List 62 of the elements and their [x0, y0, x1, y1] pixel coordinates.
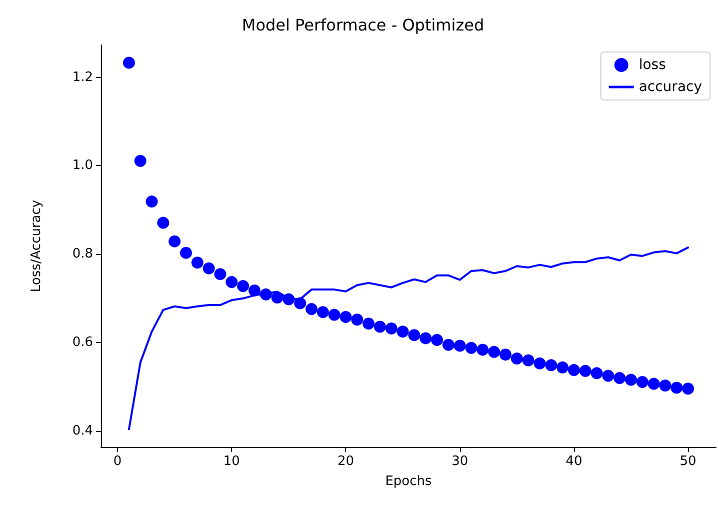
- x-axis-title: Epochs: [385, 474, 432, 489]
- point: [545, 359, 558, 372]
- point: [659, 380, 672, 392]
- point: [454, 340, 466, 352]
- point: [602, 370, 614, 382]
- y-tick-label: 0.8: [72, 246, 93, 262]
- x-tick-label: 10: [223, 454, 240, 469]
- point: [362, 318, 375, 330]
- point: [431, 334, 444, 346]
- point: [476, 344, 489, 356]
- point: [636, 376, 648, 388]
- point: [682, 382, 694, 395]
- point: [134, 154, 146, 167]
- x-tick-label: 50: [680, 454, 696, 469]
- point: [351, 314, 364, 326]
- point: [180, 246, 192, 259]
- point: [374, 320, 386, 333]
- point: [488, 346, 500, 358]
- y-tick-label: 1.0: [72, 158, 93, 174]
- legend-label: loss: [638, 57, 666, 73]
- point: [157, 216, 170, 229]
- point: [556, 361, 569, 374]
- point: [340, 310, 352, 323]
- y-tick-label: 0.4: [72, 424, 93, 439]
- chart-title: Model Performace - Optimized: [242, 16, 484, 34]
- point: [146, 196, 158, 208]
- point: [670, 382, 683, 394]
- point: [385, 322, 398, 334]
- point: [214, 268, 226, 280]
- y-axis-title: Loss/Accuracy: [29, 200, 44, 292]
- y-tick-label: 1.2: [72, 70, 93, 85]
- point: [500, 348, 512, 361]
- x-tick-label: 40: [566, 454, 582, 469]
- point: [442, 338, 454, 351]
- point: [614, 372, 626, 384]
- point: [122, 56, 135, 69]
- legend-label: accuracy: [638, 79, 702, 95]
- point: [568, 364, 580, 376]
- point: [316, 306, 329, 318]
- point: [328, 308, 340, 321]
- x-tick-label: 0: [113, 454, 122, 469]
- point: [534, 357, 546, 370]
- point: [420, 332, 432, 344]
- point: [168, 235, 181, 248]
- point: [306, 303, 318, 316]
- point: [226, 276, 238, 288]
- point: [625, 374, 637, 386]
- point: [590, 367, 603, 380]
- point: [191, 256, 204, 269]
- line-series: [128, 246, 690, 430]
- point: [237, 280, 250, 292]
- point: [408, 329, 420, 342]
- point: [522, 354, 534, 366]
- y-tick-label: 0.6: [72, 335, 93, 350]
- x-tick-label: 30: [452, 454, 468, 469]
- point: [648, 378, 660, 390]
- point: [465, 342, 478, 354]
- point: [396, 326, 409, 338]
- point: [579, 364, 592, 377]
- point: [510, 352, 523, 365]
- x-tick-label: 20: [337, 454, 354, 469]
- point: [202, 262, 215, 274]
